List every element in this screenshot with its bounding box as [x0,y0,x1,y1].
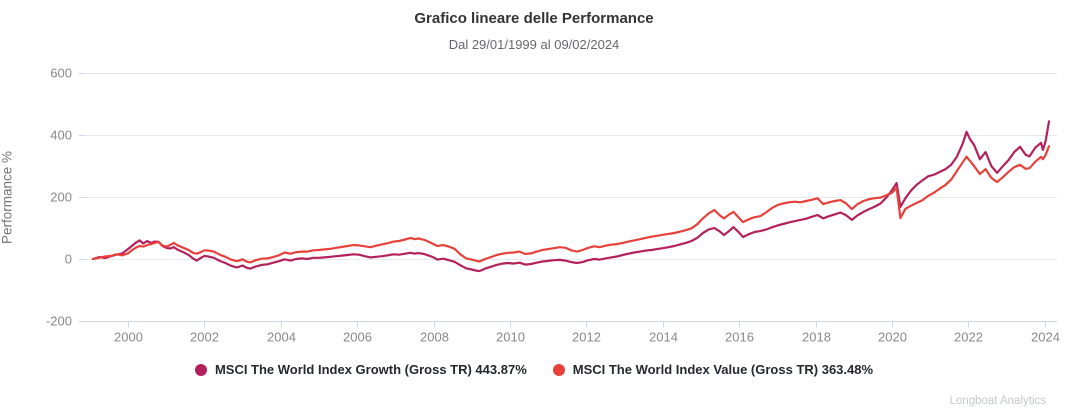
y-tick-label: 200 [50,190,72,205]
chart-subtitle: Dal 29/01/1999 al 09/02/2024 [448,37,620,52]
x-tick-label: 2016 [725,330,754,345]
y-tick-label: 600 [50,66,72,81]
chart-title: Grafico lineare delle Performance [414,10,654,27]
x-tick-label: 2020 [878,330,907,345]
x-tick-label: 2012 [572,330,601,345]
x-tick-label: 2006 [343,330,372,345]
series-line-growth[interactable] [91,120,1051,273]
x-tick-label: 2022 [954,330,983,345]
legend-marker-growth-icon [194,363,207,376]
series-line-value[interactable] [91,145,1051,264]
x-tick-label: 2004 [267,330,296,345]
legend-label-growth: MSCI The World Index Growth (Gross TR) 4… [214,362,527,377]
legend-label-value: MSCI The World Index Value (Gross TR) 36… [572,362,874,377]
y-tick-label: 0 [65,252,72,267]
legend-marker-value-icon [552,363,565,376]
x-tick-label: 2000 [114,330,143,345]
y-tick-label: -200 [46,314,72,329]
x-tick-label: 2010 [496,330,525,345]
x-tick-label: 2008 [420,330,449,345]
x-tick-label: 2002 [190,330,219,345]
legend-item-value[interactable]: MSCI The World Index Value (Gross TR) 36… [552,362,874,377]
x-tick-label: 2014 [649,330,678,345]
y-tick-label: 400 [50,128,72,143]
legend-item-growth[interactable]: MSCI The World Index Growth (Gross TR) 4… [194,362,527,377]
legend: MSCI The World Index Growth (Gross TR) 4… [0,362,1068,377]
x-tick-label: 2024 [1031,330,1060,345]
x-tick-label: 2018 [802,330,831,345]
credits-link[interactable]: Longboat Analytics [949,395,1046,407]
